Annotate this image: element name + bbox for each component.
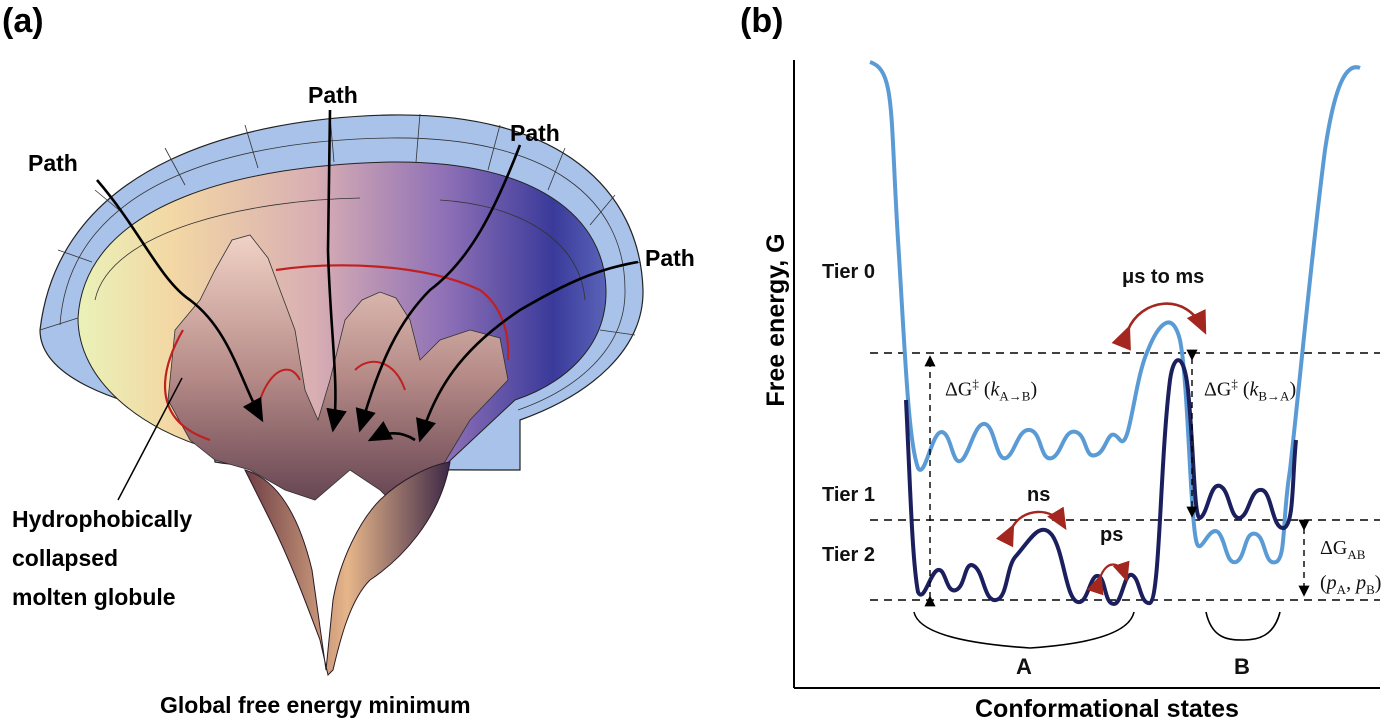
barrier-ba-prefix: ΔG bbox=[1204, 378, 1232, 401]
tier-0-label: Tier 0 bbox=[822, 261, 875, 283]
delta-g-ab-sub: AB bbox=[1347, 547, 1366, 562]
slow-timescale-label: μs to ms bbox=[1122, 266, 1205, 288]
barrier-ba-sup: ‡ bbox=[1231, 376, 1238, 391]
tier12-curve bbox=[904, 358, 1298, 607]
folding-path-2 bbox=[326, 109, 347, 433]
barrier-ab-k: k bbox=[990, 378, 1000, 401]
barrier-ab-prefix: ΔG bbox=[945, 378, 973, 401]
barrier-ba-label: ΔG‡ (kB→A) bbox=[1204, 376, 1297, 404]
ps-timescale-label: ps bbox=[1100, 524, 1124, 546]
molten-globule-line-2: collapsed bbox=[12, 545, 119, 571]
energy-funnel bbox=[39, 109, 644, 676]
state-a-label: A bbox=[1016, 654, 1032, 679]
state-b-brace bbox=[1205, 611, 1281, 641]
y-axis-title: Free energy, G bbox=[762, 233, 790, 407]
delta-g-ab-p2-sub: B bbox=[1366, 582, 1375, 597]
folding-path-3 bbox=[355, 144, 522, 433]
ps-timescale-arrow bbox=[1086, 560, 1130, 596]
molten-globule-pointer bbox=[117, 377, 183, 501]
barrier-ab-sub: A→B bbox=[999, 388, 1031, 404]
x-axis-title: Conformational states bbox=[975, 695, 1239, 723]
path-label-1: Path bbox=[28, 150, 78, 176]
folding-path-1 bbox=[96, 179, 264, 423]
delta-g-ab-p1: p bbox=[1326, 572, 1337, 594]
molten-globule-line-3: molten globule bbox=[12, 584, 176, 610]
path-label-4: Path bbox=[645, 245, 695, 271]
funnel-core bbox=[244, 461, 451, 676]
ns-timescale-arrow bbox=[995, 506, 1067, 548]
slow-timescale-arrow bbox=[1111, 302, 1207, 351]
state-b-label: B bbox=[1234, 654, 1250, 679]
landscape-bumps bbox=[167, 234, 509, 521]
delta-g-ab-label: ΔGAB (pA, pB) bbox=[1320, 537, 1382, 597]
energy-diagram bbox=[793, 60, 1380, 689]
tier0-curve bbox=[869, 60, 1361, 565]
red-contour-outer bbox=[163, 264, 510, 442]
molten-globule-label: Hydrophobically collapsed molten globule bbox=[12, 500, 192, 617]
ns-timescale-label: ns bbox=[1027, 484, 1051, 506]
tier-1-label: Tier 1 bbox=[822, 484, 875, 506]
folding-path-4 bbox=[416, 260, 639, 443]
path-label-3: Path bbox=[510, 120, 560, 146]
barrier-ba-sub: B→A bbox=[1258, 388, 1290, 404]
barrier-ba-k: k bbox=[1249, 378, 1259, 401]
path-label-2: Path bbox=[308, 82, 358, 108]
barrier-ab-label: ΔG‡ (kA→B) bbox=[945, 376, 1038, 404]
delta-g-ab-p2: p bbox=[1356, 572, 1367, 594]
tier-2-label: Tier 2 bbox=[822, 544, 875, 566]
panel-a-label: (a) bbox=[2, 2, 44, 40]
delta-g-ab-p1-sub: A bbox=[1336, 582, 1347, 597]
panel-b-label: (b) bbox=[740, 2, 784, 40]
folding-path-5 bbox=[367, 421, 416, 442]
molten-globule-line-1: Hydrophobically bbox=[12, 506, 193, 532]
state-a-brace bbox=[913, 611, 1135, 649]
global-minimum-caption: Global free energy minimum bbox=[160, 692, 471, 718]
barrier-ab-sup: ‡ bbox=[972, 376, 979, 391]
delta-g-ab-prefix: ΔG bbox=[1320, 537, 1348, 559]
